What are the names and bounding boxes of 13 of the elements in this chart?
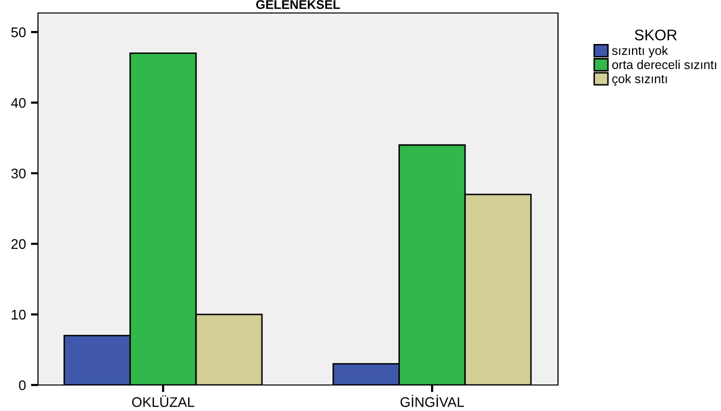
- y-tick-label: 0: [19, 380, 26, 390]
- y-tick-label: 10: [12, 310, 26, 320]
- legend-label: sızıntı yok: [612, 46, 668, 58]
- legend-label: orta dereceli sızıntı: [612, 60, 716, 70]
- y-tick-label: 30: [11, 168, 26, 178]
- y-tick-label: 50: [11, 27, 26, 38]
- legend-title: SKOR: [634, 30, 677, 40]
- chart-title: GELENEKSEL: [256, 0, 340, 9]
- x-tick-label: GİNGİVAL: [400, 394, 464, 408]
- legend-label: çok sızıntı: [612, 74, 667, 86]
- y-tick-label: 40: [11, 98, 26, 108]
- y-tick-label: 20: [11, 239, 26, 249]
- x-tick-label: OKLÜZAL: [132, 395, 194, 408]
